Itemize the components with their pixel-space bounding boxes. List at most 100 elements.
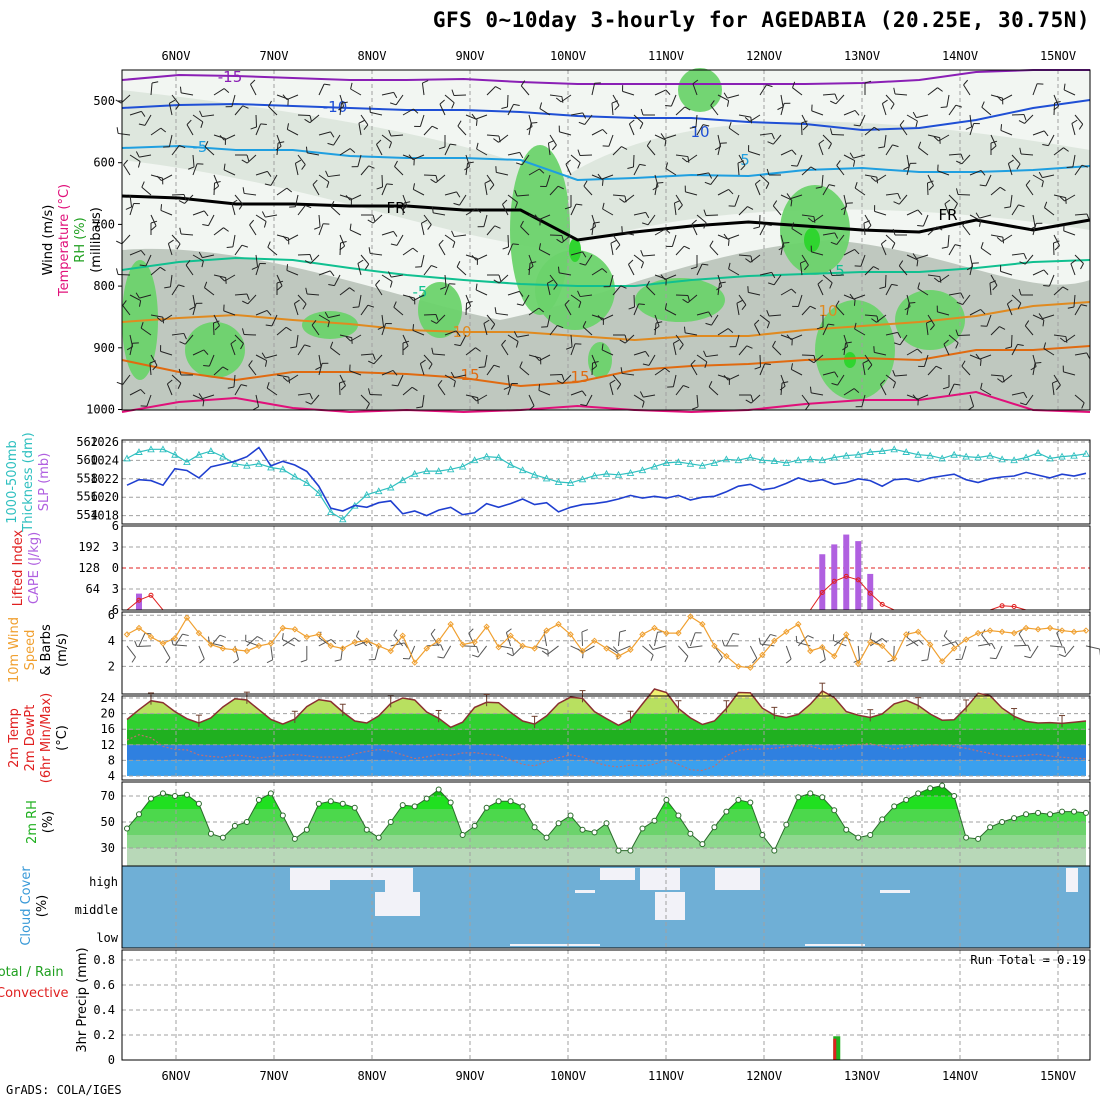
wind-barb-feather bbox=[891, 283, 898, 287]
wind-barb-feather bbox=[1007, 299, 1013, 305]
thickness-tick-label: 560 bbox=[76, 453, 98, 467]
wind-barb-feather bbox=[391, 384, 399, 387]
wind-barb-feather bbox=[330, 639, 337, 645]
rh-blob-high bbox=[804, 228, 820, 252]
wind-barb-feather bbox=[140, 322, 144, 329]
cape-bar bbox=[843, 534, 850, 610]
wind-barb-feather bbox=[1005, 346, 1012, 350]
thickness-point bbox=[506, 460, 515, 468]
wind-barb-feather bbox=[989, 280, 996, 284]
wind-barb-feather bbox=[892, 144, 899, 148]
wind-barb bbox=[948, 153, 961, 156]
wind-barb-feather bbox=[401, 205, 408, 211]
wind-barb-feather bbox=[854, 322, 857, 330]
cloud-level-label: low bbox=[96, 931, 118, 945]
wind-barb bbox=[381, 174, 384, 188]
wind-speed-point bbox=[843, 631, 850, 638]
wind-barb-feather bbox=[531, 121, 538, 124]
axis-label: (%) bbox=[35, 895, 50, 918]
wind-barb bbox=[906, 154, 910, 167]
day-label-top: 12NOV bbox=[746, 49, 782, 63]
wind-barb bbox=[150, 127, 162, 136]
thickness-tick-label: 562 bbox=[76, 435, 98, 449]
wind-barb-feather bbox=[431, 265, 438, 269]
wind-barb-feather bbox=[989, 657, 997, 660]
wind-barb-feather bbox=[503, 386, 510, 390]
wind-barb-feather bbox=[978, 220, 982, 227]
wind-barb bbox=[559, 131, 572, 136]
wind-barb bbox=[801, 394, 810, 405]
wind-barb-feather bbox=[1035, 361, 1042, 364]
rh-point bbox=[627, 847, 634, 854]
wind-barb-feather bbox=[204, 281, 208, 288]
wind-barb-feather bbox=[456, 191, 461, 198]
wind-barb bbox=[161, 314, 173, 322]
wind-barb bbox=[559, 272, 572, 276]
wind-barb bbox=[1064, 334, 1076, 343]
thickness-point bbox=[255, 459, 263, 467]
wind-barb-feather bbox=[805, 404, 810, 410]
wind-barb-feather bbox=[553, 284, 558, 290]
wind-barb-feather bbox=[801, 120, 808, 124]
wind-barb-feather bbox=[1059, 196, 1065, 202]
wind-barb bbox=[181, 92, 194, 96]
wind-barb-feather bbox=[702, 124, 710, 127]
wind-barb-feather bbox=[766, 84, 773, 88]
wind-barb bbox=[360, 114, 369, 126]
wind-barb bbox=[671, 234, 677, 247]
wind-barb bbox=[339, 194, 352, 200]
thickness-point bbox=[590, 471, 599, 479]
wind-barb bbox=[759, 224, 766, 236]
temp-frame bbox=[121, 695, 1091, 781]
wind-barb bbox=[843, 154, 855, 161]
wind-barb bbox=[129, 389, 141, 396]
wind-barb bbox=[822, 93, 835, 96]
wind-barb-feather bbox=[277, 285, 283, 291]
wind-barb bbox=[1063, 89, 1076, 96]
wind-barb bbox=[885, 284, 892, 296]
wind-barb-feather bbox=[602, 129, 608, 135]
wind-barb-feather bbox=[339, 380, 346, 384]
wind-barb-feather bbox=[267, 241, 271, 248]
wind-barb-feather bbox=[393, 301, 397, 308]
wind-barb bbox=[408, 645, 416, 660]
cloud-patch bbox=[330, 868, 390, 880]
wind-barb-feather bbox=[345, 336, 351, 342]
wind-barb bbox=[797, 635, 809, 647]
wind-barb-feather bbox=[355, 630, 360, 637]
wind-barb bbox=[438, 244, 446, 256]
wind-barb bbox=[857, 645, 860, 660]
wind-barb bbox=[854, 187, 866, 196]
wind-barb-feather bbox=[1086, 213, 1090, 220]
wind-barb bbox=[439, 103, 446, 116]
wind-barb bbox=[833, 636, 846, 647]
wind-barb-feather bbox=[475, 119, 478, 126]
rh-point bbox=[1011, 815, 1018, 822]
wind-barb bbox=[318, 639, 332, 647]
wind-barb bbox=[1021, 153, 1034, 156]
wind-barb-feather bbox=[202, 223, 209, 227]
wind-barb-feather bbox=[665, 228, 671, 234]
wind-barb-feather bbox=[639, 122, 644, 129]
wind-speed-point bbox=[231, 646, 239, 653]
precip-tick-label: 0 bbox=[108, 1053, 115, 1067]
wind-barb bbox=[538, 389, 551, 396]
wind-barb bbox=[570, 343, 576, 356]
thickness-point bbox=[518, 466, 527, 474]
wind-barb-feather bbox=[160, 204, 163, 211]
wind-barb bbox=[874, 210, 887, 216]
wind-barb-feather bbox=[892, 228, 896, 236]
wind-barb-feather bbox=[1043, 130, 1049, 137]
wind-barb-feather bbox=[242, 187, 245, 194]
wind-barb-feather bbox=[897, 193, 901, 200]
rh-point bbox=[735, 796, 742, 803]
wind-barb-feather bbox=[1019, 147, 1022, 155]
wind-barb-feather bbox=[834, 232, 839, 239]
wind-barb-feather bbox=[349, 148, 356, 154]
wind-barb-feather bbox=[1067, 306, 1075, 309]
wind-barb bbox=[821, 174, 824, 187]
wind-barb-feather bbox=[490, 323, 496, 330]
wind-barb-feather bbox=[349, 287, 355, 292]
contour-line bbox=[121, 99, 1091, 132]
wind-barb-feather bbox=[202, 399, 205, 407]
